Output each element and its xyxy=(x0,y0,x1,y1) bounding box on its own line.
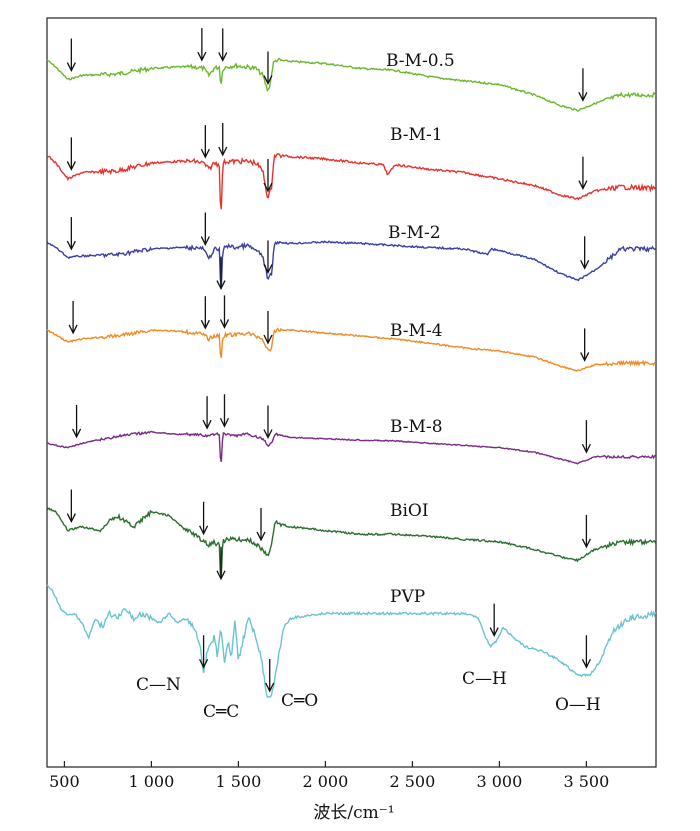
bond-label: C—H xyxy=(462,669,507,689)
peak-arrow xyxy=(219,394,230,428)
series-label: B-M-0.5 xyxy=(386,51,455,71)
curve-pvp xyxy=(46,584,657,698)
plot-frame xyxy=(46,17,657,768)
peak-arrow xyxy=(199,635,209,669)
peak-arrow xyxy=(578,68,588,102)
peak-arrow xyxy=(256,507,266,542)
x-tick-label: 500 xyxy=(49,772,80,791)
curve-b-m-4 xyxy=(46,327,656,372)
x-axis-title: 波长/cm⁻¹ xyxy=(313,803,394,823)
peak-arrow xyxy=(66,217,76,251)
curve-bioi xyxy=(46,506,657,577)
series-label: B-M-1 xyxy=(390,125,443,145)
peak-arrow xyxy=(580,328,590,362)
peak-arrow xyxy=(71,404,82,439)
series-label: B-M-4 xyxy=(390,321,443,341)
x-tick-label: 1 000 xyxy=(128,772,174,791)
curve-b-m-1 xyxy=(46,153,657,210)
series-label: B-M-2 xyxy=(388,223,441,243)
peak-arrow xyxy=(218,123,228,157)
peak-arrow xyxy=(263,240,273,274)
peak-arrow xyxy=(581,514,591,549)
peak-arrow xyxy=(68,300,78,335)
peak-arrow xyxy=(581,420,591,454)
peak-arrow xyxy=(263,51,273,85)
peak-arrow xyxy=(489,603,499,638)
bond-label: C═C xyxy=(203,702,239,722)
curve-b-m-8 xyxy=(46,430,656,465)
series-label: B-M-8 xyxy=(390,417,443,437)
series-labels: B-M-0.5 B-M-1 B-M-2 B-M-4 B-M-8 BiOI PVP xyxy=(386,51,455,607)
peak-arrow xyxy=(578,156,588,191)
x-ticks: 500 1 000 1 500 2 000 2 500 3 000 3 500 xyxy=(49,761,609,791)
peak-arrow xyxy=(66,489,76,524)
bond-label: O—H xyxy=(555,695,601,715)
peak-arrow xyxy=(263,311,273,345)
peak-arrow xyxy=(216,546,226,581)
bond-label: C—N xyxy=(136,675,181,695)
peak-arrow xyxy=(263,159,273,193)
axes xyxy=(46,17,657,768)
peak-arrow xyxy=(200,296,210,330)
peak-arrow xyxy=(66,38,76,73)
x-tick-label: 2 000 xyxy=(302,772,348,791)
peak-arrow xyxy=(199,501,209,536)
x-tick-label: 2 500 xyxy=(389,772,435,791)
peak-arrow xyxy=(66,137,76,171)
curve-b-m-2 xyxy=(46,240,656,289)
peak-arrow xyxy=(263,405,273,439)
peak-arrow xyxy=(265,659,275,693)
peak-arrow xyxy=(218,28,228,62)
peak-arrow xyxy=(200,125,210,159)
peak-arrows xyxy=(66,28,591,693)
bond-label: C═O xyxy=(281,691,318,711)
peak-arrow xyxy=(219,295,230,329)
spectra-curves xyxy=(46,57,657,698)
peak-arrow xyxy=(216,256,226,291)
series-label: BiOI xyxy=(390,501,429,521)
peak-arrow xyxy=(202,396,212,430)
x-tick-label: 3 500 xyxy=(563,772,609,791)
x-tick-label: 3 000 xyxy=(476,772,522,791)
peak-arrow xyxy=(197,28,207,62)
x-tick-label: 1 500 xyxy=(215,772,261,791)
series-label: PVP xyxy=(390,587,425,607)
bond-annotations: C—N C═C C═O C—H O—H xyxy=(136,669,601,722)
curve-b-m-0-5 xyxy=(46,57,657,112)
peak-arrow xyxy=(580,236,590,270)
peak-arrow xyxy=(581,635,591,669)
peak-arrow xyxy=(200,212,210,246)
